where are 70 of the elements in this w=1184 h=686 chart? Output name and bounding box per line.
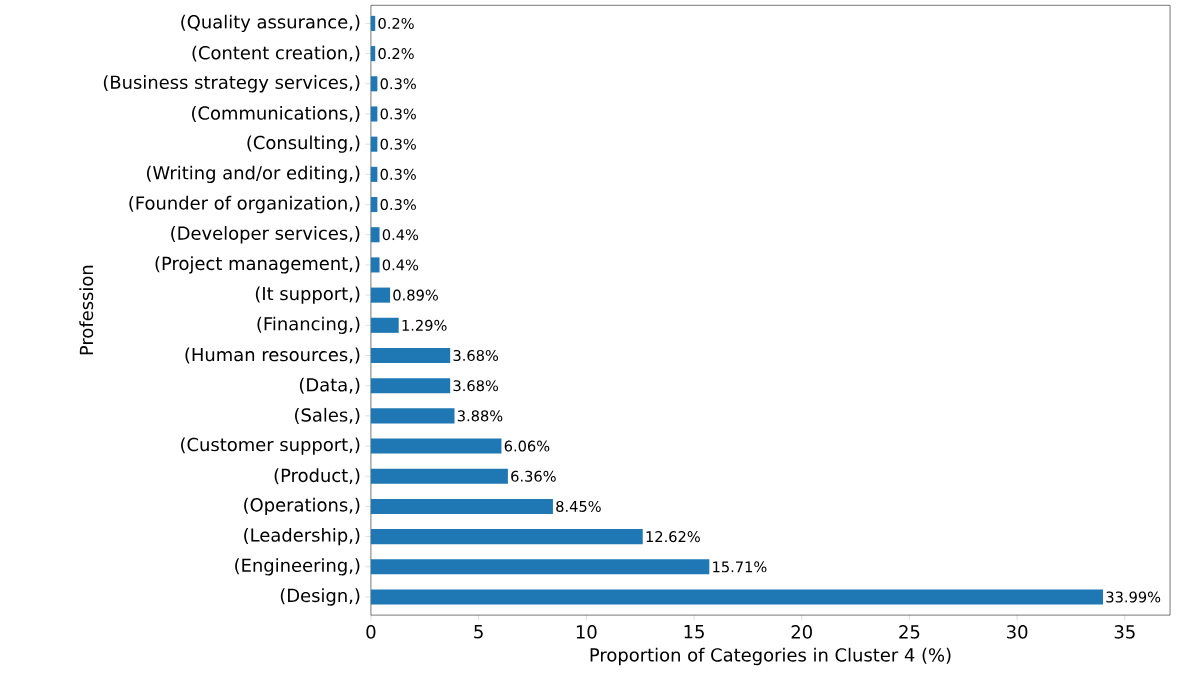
bar	[370, 106, 378, 122]
x-tick-label: 5	[474, 625, 483, 639]
data-label: 6.06%	[504, 440, 550, 452]
y-tick-label: (Sales,)	[295, 408, 360, 425]
y-tick-label: (Leadership,)	[244, 528, 360, 546]
x-tick-label: 20	[791, 625, 812, 639]
y-tick-label: (Human resources,)	[185, 347, 360, 364]
y-tick-label: (Design,)	[280, 588, 360, 606]
y-tick-label: (Consulting,)	[247, 135, 360, 154]
y-tick-label: (Project management,)	[155, 256, 360, 274]
y-tick-label: (Engineering,)	[235, 558, 360, 576]
data-label: 0.3%	[380, 169, 416, 181]
bar	[370, 438, 502, 454]
y-tick-label: (Communications,)	[192, 106, 360, 123]
y-axis-title: Profession	[79, 266, 94, 355]
data-label: 3.68%	[453, 350, 499, 362]
x-axis-title: Proportion of Categories in Cluster 4 (%)	[590, 648, 951, 666]
x-tick-label: 0	[366, 625, 376, 639]
data-label: 1.29%	[402, 320, 447, 332]
bar	[370, 408, 455, 424]
data-label: 12.62%	[646, 531, 700, 543]
x-tick-label: 30	[1007, 625, 1028, 639]
y-tick-label: (Content creation,)	[192, 45, 360, 62]
bar	[370, 167, 378, 183]
data-label: 0.3%	[380, 138, 416, 150]
bar	[370, 76, 378, 92]
y-tick-label: (Writing and/or editing,)	[146, 165, 360, 184]
y-tick-label: (Founder of organization,)	[129, 196, 360, 214]
data-label: 0.2%	[378, 18, 414, 30]
bar	[370, 589, 1104, 605]
bar	[370, 16, 376, 32]
data-label: 0.89%	[393, 289, 438, 301]
data-label: 15.71%	[713, 561, 767, 573]
bar	[370, 197, 378, 213]
data-label: 3.68%	[453, 380, 499, 392]
x-tick-label: 15	[684, 625, 704, 639]
data-label: 0.4%	[382, 259, 419, 271]
y-tick-label: (Customer support,)	[181, 437, 360, 455]
y-tick-label: (Financing,)	[257, 316, 360, 335]
x-tick-label: 35	[1114, 625, 1135, 639]
bar	[370, 317, 399, 334]
data-label: 0.4%	[382, 229, 419, 241]
y-tick-label: (Quality assurance,)	[181, 14, 360, 33]
bar	[370, 227, 380, 243]
bar	[370, 348, 451, 364]
data-label: 6.36%	[511, 470, 556, 483]
x-tick-label: 25	[899, 625, 920, 639]
data-label: 0.3%	[380, 199, 416, 211]
bar	[370, 468, 508, 485]
data-label: 0.2%	[378, 48, 414, 60]
y-tick-label: (Product,)	[274, 468, 360, 485]
bar	[370, 378, 451, 394]
data-label: 3.88%	[457, 410, 503, 422]
data-label: 0.3%	[380, 108, 416, 120]
bar	[370, 499, 553, 515]
data-label: 33.99%	[1106, 591, 1161, 603]
data-label: 0.3%	[380, 78, 416, 90]
y-tick-label: (Developer services,)	[171, 226, 360, 244]
x-tick-label: 10	[576, 625, 597, 639]
y-tick-label: (Data,)	[299, 377, 360, 394]
bar	[370, 287, 391, 303]
bar	[370, 46, 376, 62]
bar	[370, 136, 378, 152]
bar	[370, 257, 380, 273]
y-tick-label: (Operations,)	[244, 497, 360, 516]
bar	[370, 559, 710, 575]
y-tick-label: (Business strategy services,)	[103, 75, 360, 93]
data-label: 8.45%	[556, 501, 601, 513]
y-tick-label: (It support,)	[255, 286, 360, 305]
bar	[370, 529, 643, 545]
